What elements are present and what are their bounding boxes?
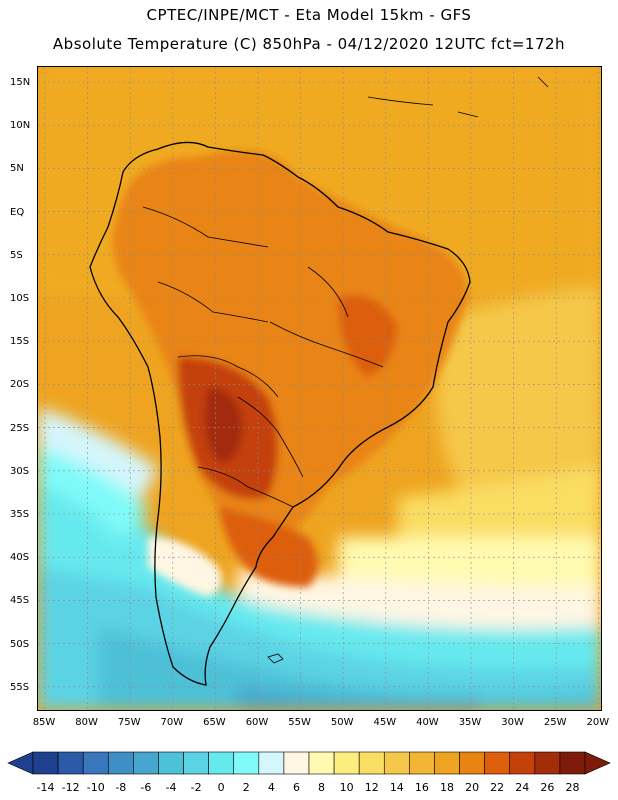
colorbar-tick-label: 22 [490,781,505,794]
colorbar-tick-label: -14 [36,781,55,794]
temperature-map [37,66,602,711]
lon-label: 75W [117,717,141,728]
colorbar-swatch [233,751,260,775]
colorbar-tick-label: 10 [339,781,354,794]
colorbar-swatch [559,751,586,775]
lat-label: 15S [10,336,30,348]
caribbean-islands [367,76,549,118]
falkland-islands [267,653,284,664]
colorbar-swatch [82,751,109,775]
lat-label: 40S [10,552,30,564]
country-borders [142,206,384,508]
lat-label: 50S [10,638,30,650]
lon-label: 85W [32,717,56,728]
colorbar-tick-label: 0 [217,781,225,794]
temperature-field [38,67,601,710]
colorbar-swatch [509,751,536,775]
colorbar-tick-label: -10 [86,781,105,794]
colorbar-tick-label: 4 [267,781,275,794]
lon-label: 20W [586,717,610,728]
colorbar-swatch [333,751,360,775]
colorbar-tick-label: 6 [292,781,300,794]
colorbar-swatch [308,751,335,775]
lat-label: 55S [10,681,30,693]
colorbar-tick-label: 20 [465,781,480,794]
colorbar-swatch [434,751,460,775]
colorbar-swatch [133,751,159,775]
colorbar-swatch [208,751,235,775]
lat-label: 10S [10,293,30,304]
colorbar-swatch [484,751,511,775]
lon-label: 80W [75,717,98,728]
lon-label: 65W [203,717,226,728]
colorbar-tick-label: 12 [364,781,379,794]
colorbar-max-arrow [584,751,611,775]
pacific-pale-band [38,407,158,507]
colorbar-tick-label: 18 [440,781,454,794]
lat-label: EQ [10,206,25,218]
colorbar-tick-label: 28 [565,781,580,794]
chaco-hottest-core [204,387,243,463]
colorbar-swatch [459,751,485,775]
lon-label: 45W [373,717,397,728]
lat-lon-grid [38,67,601,710]
lat-label: 35S [10,509,30,520]
south-america-coastline [89,141,471,686]
lat-label: 20S [10,379,30,391]
colorbar-tick-label: -8 [115,781,127,794]
lon-label: 50W [330,717,354,728]
lat-label: 45S [10,595,30,607]
colorbar-tick-label: 26 [540,781,555,794]
colorbar-tick-label: 2 [242,781,250,794]
lon-label: 55W [288,717,311,728]
colorbar-swatch [383,751,410,775]
pacific-cyan-band [38,447,148,537]
lat-label: 5N [10,163,24,175]
lon-label: 60W [245,717,269,728]
colorbar-swatch [358,751,385,775]
lat-label: 30S [10,465,30,477]
colorbar-swatch [32,751,59,775]
lat-label: 5S [10,249,23,261]
colorbar-tick-label: -6 [140,781,152,794]
colorbar-tick-label: -4 [165,781,177,794]
lon-label: 25W [543,717,567,728]
colorbar-swatch [158,751,184,775]
lon-label: 35W [458,717,482,728]
colorbar-tick-label: 24 [515,781,530,794]
southern-ocean-blue [98,627,601,710]
colorbar-tick-label: 16 [414,781,429,794]
lat-label: 25S [10,422,30,434]
colorbar-swatch [107,751,134,775]
lat-label: 10N [10,120,31,132]
south-cool-tongue [148,537,222,597]
colorbar-swatch [534,751,561,775]
map-title: CPTEC/INPE/MCT - Eta Model 15km - GFS [146,6,472,24]
colorbar-swatch [409,751,435,775]
temperature-colorbar [7,751,611,775]
map-subtitle: Absolute Temperature (C) 850hPa - 04/12/… [52,35,566,53]
colorbar-swatch [57,751,84,775]
lon-label: 30W [501,717,524,728]
lon-label: 70W [160,717,184,728]
northeast-hot-zone [338,295,398,377]
colorbar-tick-label: 8 [318,781,326,794]
colorbar-swatch [258,751,285,775]
colorbar-tick-label: -2 [190,781,202,794]
southern-ocean-deep [238,687,478,710]
colorbar-tick-label: 14 [389,781,404,794]
colorbar-min-arrow [7,751,34,775]
colorbar-swatch [283,751,310,775]
lon-label: 40W [416,717,439,728]
patagonia-warm-area [218,507,318,587]
colorbar-swatch [183,751,209,775]
lat-label: 15N [10,77,31,88]
colorbar-tick-label: -12 [61,781,80,794]
